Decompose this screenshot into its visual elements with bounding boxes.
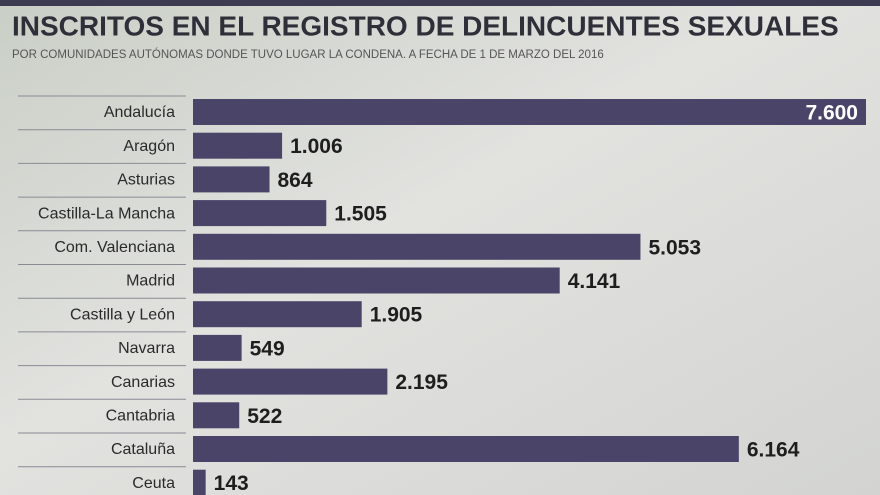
bar — [193, 436, 739, 462]
value-label: 1.905 — [370, 304, 423, 327]
bar — [193, 233, 641, 260]
bar — [193, 99, 866, 125]
category-label: Com. Valenciana — [54, 239, 175, 256]
value-label: 6.164 — [747, 439, 800, 462]
bar — [193, 301, 362, 328]
value-label: 1.006 — [290, 135, 343, 158]
value-label: 7.600 — [805, 102, 858, 125]
value-label: 2.195 — [395, 371, 448, 394]
category-label: Navarra — [118, 340, 175, 357]
category-label: Castilla-La Mancha — [38, 205, 175, 222]
value-label: 1.505 — [334, 203, 387, 226]
category-label: Asturias — [117, 172, 175, 189]
bar — [193, 200, 327, 227]
value-label: 864 — [278, 169, 313, 192]
chart-title: INSCRITOS EN EL REGISTRO DE DELINCUENTES… — [12, 10, 839, 41]
value-label: 549 — [250, 337, 285, 360]
bar — [193, 402, 240, 429]
category-label: Cantabria — [106, 408, 175, 425]
bar — [193, 132, 283, 159]
bar — [193, 334, 242, 361]
bar — [193, 368, 388, 395]
bar — [193, 267, 560, 294]
chart-subtitle: POR COMUNIDADES AUTÓNOMAS DONDE TUVO LUG… — [12, 48, 604, 61]
value-label: 143 — [214, 472, 249, 495]
category-label: Andalucía — [104, 104, 175, 121]
category-label: Aragón — [123, 138, 175, 155]
category-label: Canarias — [111, 374, 175, 391]
value-label: 522 — [247, 405, 282, 428]
category-label: Cataluña — [111, 441, 175, 458]
value-label: 4.141 — [568, 270, 621, 293]
category-label: Castilla y León — [70, 306, 175, 323]
bar — [193, 166, 270, 193]
category-label: Madrid — [126, 273, 175, 290]
category-label: Ceuta — [132, 475, 175, 492]
value-label: 5.053 — [648, 236, 701, 259]
bar — [193, 469, 206, 495]
top-strip — [0, 0, 880, 6]
